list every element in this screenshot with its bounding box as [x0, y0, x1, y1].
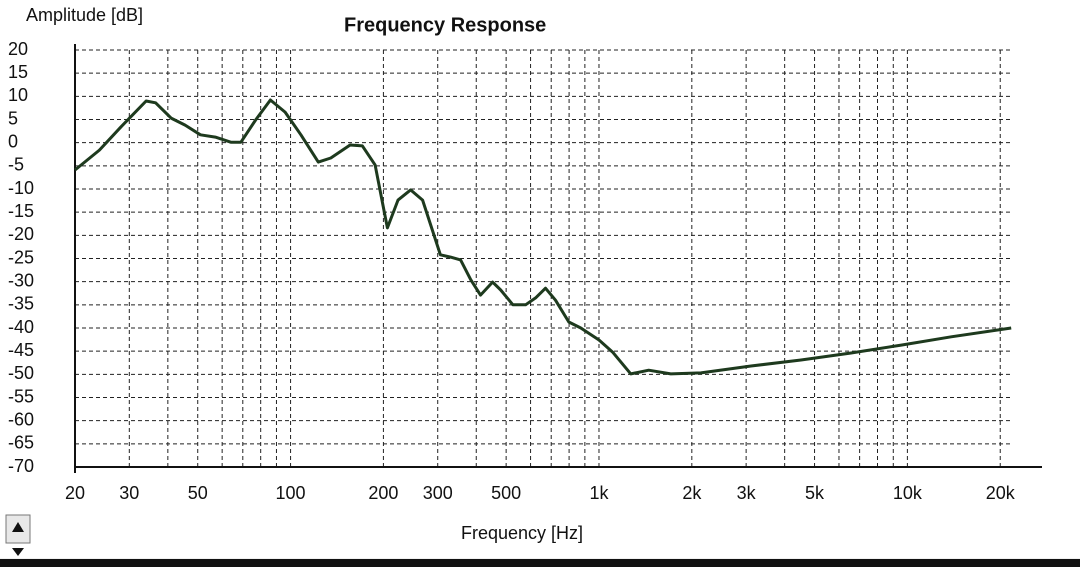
x-tick-label: 5k — [805, 483, 825, 503]
y-tick-label: -60 — [8, 409, 34, 429]
x-tick-label: 10k — [893, 483, 923, 503]
y-tick-label: -70 — [8, 456, 34, 476]
y-tick-label: 5 — [8, 108, 18, 128]
scroll-button[interactable] — [5, 514, 31, 556]
x-tick-label: 1k — [589, 483, 609, 503]
y-tick-label: 10 — [8, 85, 28, 105]
y-tick-label: -30 — [8, 270, 34, 290]
y-tick-label: -50 — [8, 363, 34, 383]
x-tick-label: 300 — [423, 483, 453, 503]
y-tick-label: -35 — [8, 294, 34, 314]
y-tick-label: -55 — [8, 386, 34, 406]
y-tick-label: -10 — [8, 178, 34, 198]
y-tick-label: 20 — [8, 39, 28, 59]
chart-title: Frequency Response — [344, 14, 546, 36]
x-tick-label: 30 — [119, 483, 139, 503]
y-tick-label: 15 — [8, 62, 28, 82]
y-tick-label: -25 — [8, 247, 34, 267]
bottom-bar — [0, 559, 1080, 567]
x-tick-label: 50 — [188, 483, 208, 503]
x-tick-label: 100 — [276, 483, 306, 503]
x-tick-label: 200 — [368, 483, 398, 503]
y-tick-label: -40 — [8, 317, 34, 337]
y-tick-label: -45 — [8, 340, 34, 360]
y-tick-label: -5 — [8, 155, 24, 175]
response-line — [74, 98, 1012, 376]
x-tick-label: 500 — [491, 483, 521, 503]
x-tick-label: 20 — [65, 483, 85, 503]
y-tick-label: -20 — [8, 224, 34, 244]
y-tick-label: 0 — [8, 131, 18, 151]
x-tick-label: 3k — [737, 483, 757, 503]
y-tick-label: -65 — [8, 433, 34, 453]
x-axis-label: Frequency [Hz] — [461, 523, 583, 543]
x-tick-label: 2k — [682, 483, 702, 503]
y-axis-label: Amplitude [dB] — [26, 5, 143, 25]
x-tick-label: 20k — [986, 483, 1016, 503]
y-tick-label: -15 — [8, 201, 34, 221]
